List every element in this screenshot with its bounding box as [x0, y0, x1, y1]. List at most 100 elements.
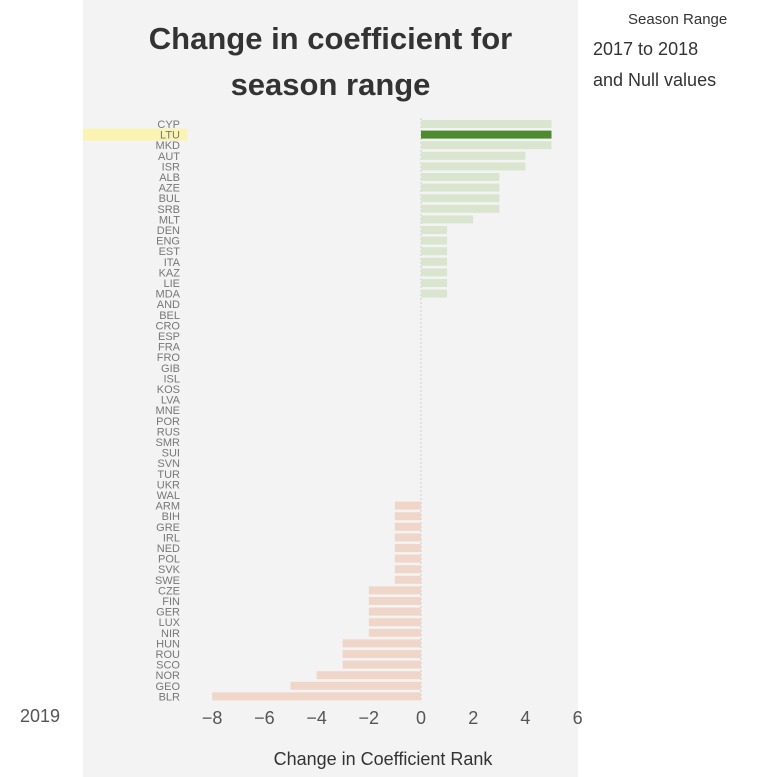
- category-label-den: DEN: [157, 225, 180, 237]
- bar-irl: [394, 533, 421, 542]
- x-tick-label: 6: [573, 708, 583, 728]
- x-axis-label: Change in Coefficient Rank: [274, 749, 494, 769]
- category-label-rus: RUS: [157, 426, 180, 438]
- bar-srb: [421, 204, 500, 213]
- bar-alb: [421, 173, 500, 181]
- category-label-mda: MDA: [156, 289, 181, 301]
- bar-kaz: [421, 268, 448, 277]
- bar-bul: [421, 194, 500, 203]
- category-label-swe: SWE: [155, 575, 180, 587]
- category-label-esp: ESP: [158, 331, 180, 343]
- category-label-hun: HUN: [156, 638, 180, 650]
- bar-ita: [421, 257, 448, 266]
- chart-title-line-1: Change in coefficient for: [148, 21, 513, 56]
- category-label-bul: BUL: [159, 193, 180, 205]
- bar-geo: [290, 681, 421, 690]
- bar-den: [421, 226, 448, 234]
- season-range-label: Season Range: [628, 11, 728, 28]
- category-label-srb: SRB: [157, 204, 180, 216]
- x-tick-label: −4: [306, 708, 327, 728]
- bar-svk: [394, 565, 421, 574]
- x-tick-label: −2: [359, 708, 380, 728]
- category-label-fin: FIN: [162, 596, 180, 608]
- category-label-aut: AUT: [158, 151, 180, 163]
- bar-blr: [212, 692, 421, 701]
- category-label-mlt: MLT: [159, 214, 180, 226]
- category-label-bel: BEL: [159, 310, 180, 322]
- category-label-sco: SCO: [156, 660, 180, 672]
- bar-cyp: [421, 120, 552, 128]
- highlight-row-ltu: [83, 128, 187, 141]
- x-tick-label: 4: [520, 708, 530, 728]
- category-label-alb: ALB: [159, 172, 180, 184]
- bar-hun: [342, 639, 421, 648]
- category-label-svn: SVN: [157, 458, 180, 470]
- category-label-mkd: MKD: [156, 140, 181, 152]
- category-label-por: POR: [156, 416, 180, 428]
- category-label-lva: LVA: [161, 395, 181, 407]
- category-label-fra: FRA: [158, 342, 181, 354]
- category-label-kos: KOS: [157, 384, 180, 396]
- bar-est: [421, 247, 448, 256]
- bar-ger: [368, 607, 421, 616]
- x-tick-label: 0: [416, 708, 426, 728]
- category-label-geo: GEO: [156, 681, 181, 693]
- category-label-ger: GER: [156, 607, 180, 619]
- category-label-rou: ROU: [156, 649, 181, 661]
- bar-ltu: [421, 130, 552, 139]
- bar-cze: [368, 586, 421, 595]
- category-label-est: EST: [159, 246, 181, 258]
- category-label-isr: ISR: [162, 161, 180, 173]
- x-tick-label: −8: [202, 708, 223, 728]
- category-label-lux: LUX: [159, 617, 181, 629]
- category-label-and: AND: [157, 299, 180, 311]
- category-label-ned: NED: [157, 543, 180, 555]
- bar-nir: [368, 628, 421, 637]
- category-label-aze: AZE: [159, 183, 180, 195]
- bar-nor: [316, 671, 421, 680]
- category-label-ltu: LTU: [160, 130, 180, 142]
- category-label-irl: IRL: [163, 532, 180, 544]
- category-label-cro: CRO: [156, 320, 181, 332]
- category-label-gib: GIB: [161, 363, 180, 375]
- bar-eng: [421, 236, 448, 245]
- bar-sco: [342, 660, 421, 669]
- category-label-cze: CZE: [158, 585, 180, 597]
- category-label-sui: SUI: [162, 448, 180, 460]
- category-label-eng: ENG: [156, 236, 180, 248]
- bar-mkd: [421, 141, 552, 150]
- category-label-tur: TUR: [157, 469, 180, 481]
- bar-swe: [394, 575, 421, 584]
- chart-title-line-2: season range: [230, 67, 431, 102]
- bar-isr: [421, 162, 526, 171]
- category-label-kaz: KAZ: [159, 267, 181, 279]
- year-label: 2019: [20, 706, 61, 726]
- bar-arm: [394, 501, 421, 510]
- bar-pol: [394, 554, 421, 563]
- category-label-arm: ARM: [156, 501, 180, 513]
- category-label-ukr: UKR: [157, 479, 180, 491]
- season-range-value-line-1[interactable]: 2017 to 2018: [593, 39, 699, 59]
- category-label-gre: GRE: [156, 522, 180, 534]
- bar-fin: [368, 597, 421, 605]
- category-label-ita: ITA: [164, 257, 181, 269]
- category-label-fro: FRO: [157, 352, 181, 364]
- category-label-smr: SMR: [156, 437, 181, 449]
- bar-bih: [394, 512, 421, 521]
- category-label-isl: ISL: [163, 373, 180, 385]
- category-label-cyp: CYP: [157, 119, 180, 131]
- x-tick-label: −6: [254, 708, 275, 728]
- season-range-value-line-2[interactable]: and Null values: [593, 70, 717, 90]
- bar-mlt: [421, 215, 474, 224]
- category-label-wal: WAL: [157, 490, 180, 502]
- x-tick-label: 2: [468, 708, 478, 728]
- bar-mda: [421, 289, 448, 298]
- category-label-lie: LIE: [163, 278, 180, 290]
- category-label-pol: POL: [158, 554, 180, 566]
- category-label-nor: NOR: [156, 670, 181, 682]
- category-label-nir: NIR: [161, 628, 180, 640]
- category-label-svk: SVK: [158, 564, 181, 576]
- bar-ned: [394, 544, 421, 552]
- bar-aut: [421, 151, 526, 160]
